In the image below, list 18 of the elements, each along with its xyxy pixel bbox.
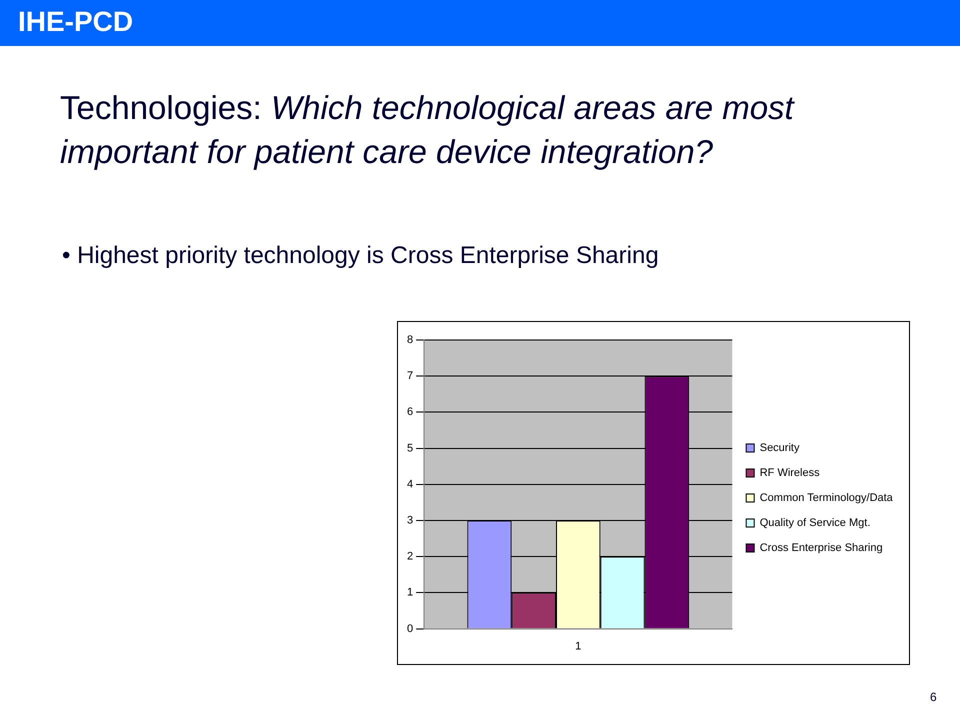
- legend-label: Cross Enterprise Sharing: [760, 542, 883, 554]
- chart-subtitle: • Highest priority technology is Cross Enterprise Sharing: [62, 242, 659, 270]
- y-tick-label: 3: [406, 514, 414, 527]
- legend-label: Quality of Service Mgt.: [760, 517, 870, 530]
- y-tick-label: 5: [406, 442, 414, 454]
- chart-title: Technologies: Which technological areas are most important for patient care device integration?: [60, 89, 794, 170]
- y-tick-label: 4: [406, 478, 414, 490]
- y-tick-label: 6: [406, 406, 414, 418]
- legend-label: Common Terminology/Data: [760, 492, 894, 504]
- y-tick-label: 8: [406, 334, 414, 346]
- legend-label: RF Wireless: [760, 467, 820, 480]
- legend-label: Security: [760, 442, 800, 454]
- y-tick-label: 1: [406, 586, 414, 599]
- y-tick-label: 0: [406, 622, 414, 635]
- text: IHE-PCD: [0, 0, 960, 46]
- y-tick-label: 2: [406, 550, 414, 563]
- text: 6: [930, 690, 937, 704]
- y-tick-label: 7: [406, 370, 414, 382]
